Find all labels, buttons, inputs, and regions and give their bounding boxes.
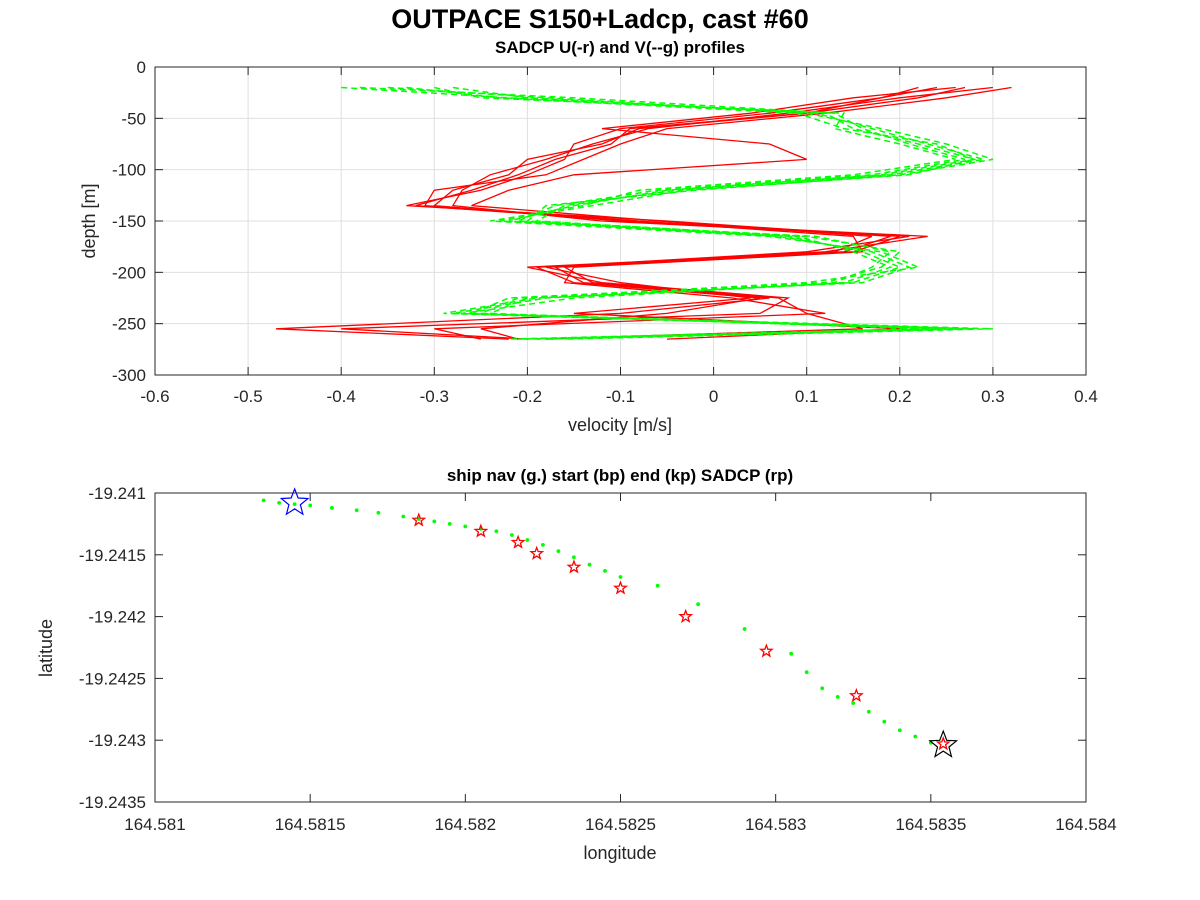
sadcp-point-star xyxy=(678,608,694,623)
profile-x-tick-label: 0 xyxy=(709,387,718,406)
nav-point xyxy=(432,519,437,524)
profile-x-tick-label: 0.3 xyxy=(981,387,1005,406)
v-velocity-profile-6 xyxy=(341,86,975,340)
sadcp-point-star xyxy=(411,512,427,527)
nav-point xyxy=(866,709,871,714)
u-velocity-profile-4 xyxy=(471,86,956,340)
profile-y-tick-label: 0 xyxy=(137,58,146,77)
nav-point xyxy=(882,719,887,724)
nav-x-tick-label: 164.5825 xyxy=(585,815,656,834)
profile-y-tick-label: -100 xyxy=(112,161,146,180)
nav-y-tick-label: -19.2425 xyxy=(79,669,146,688)
ship-nav-panel: ship nav (g.) start (bp) end (kp) SADCP … xyxy=(36,466,1117,863)
end-position-star xyxy=(928,729,959,758)
sadcp-point-star xyxy=(613,580,628,595)
nav-point xyxy=(851,701,856,705)
nav-point xyxy=(463,524,468,529)
profile-series-group xyxy=(275,86,1012,340)
u-velocity-profile-5 xyxy=(415,86,919,340)
nav-point xyxy=(913,734,918,739)
profile-x-tick-label: -0.1 xyxy=(606,387,635,406)
nav-plot-area xyxy=(155,493,1086,802)
nav-point xyxy=(277,501,281,505)
nav-point xyxy=(572,555,576,560)
nav-y-tick-label: -19.242 xyxy=(88,608,146,627)
nav-point xyxy=(603,569,607,573)
sadcp-point-star xyxy=(529,545,545,560)
profile-x-tick-label: 0.2 xyxy=(888,387,912,406)
profile-x-tick-label: -0.2 xyxy=(513,387,542,406)
nav-point xyxy=(354,508,359,513)
nav-series-group xyxy=(261,487,959,758)
nav-x-tick-label: 164.5815 xyxy=(275,815,346,834)
nav-y-tick-label: -19.2435 xyxy=(79,793,146,812)
start-position-star xyxy=(279,487,310,516)
sadcp-point-star xyxy=(510,534,526,549)
nav-y-tick-label: -19.2415 xyxy=(79,546,146,565)
nav-point xyxy=(330,505,334,510)
nav-y-axis-label: latitude xyxy=(36,619,56,677)
nav-point xyxy=(376,510,381,515)
profile-x-tick-label: -0.3 xyxy=(420,387,449,406)
nav-point xyxy=(789,651,794,656)
profile-y-tick-label: -250 xyxy=(112,315,146,334)
nav-ticks: 164.581 164.5815 164.582 164.5825 164.583 164… xyxy=(79,484,1117,834)
sadcp-point-star xyxy=(758,643,774,658)
velocity-profile-panel: SADCP U(-r) and V(--g) profiles -0.6 -0.5… xyxy=(79,38,1098,435)
nav-point xyxy=(820,686,825,691)
profile-y-tick-label: -50 xyxy=(121,109,146,128)
profile-y-axis-label: depth [m] xyxy=(79,183,99,258)
profile-x-tick-label: 0.4 xyxy=(1074,387,1098,406)
profile-y-tick-label: -300 xyxy=(112,366,146,385)
nav-x-tick-label: 164.5835 xyxy=(895,815,966,834)
nav-y-tick-label: -19.243 xyxy=(88,731,146,750)
nav-point xyxy=(525,538,530,542)
profile-x-tick-label: 0.1 xyxy=(795,387,819,406)
nav-point xyxy=(556,549,561,553)
sadcp-point-star xyxy=(566,559,582,574)
nav-point xyxy=(401,514,406,519)
nav-point xyxy=(696,602,700,607)
profile-y-tick-label: -200 xyxy=(112,263,146,282)
sadcp-point-star xyxy=(935,736,951,751)
profile-x-tick-label: -0.6 xyxy=(140,387,169,406)
nav-point xyxy=(587,562,592,567)
nav-point xyxy=(804,670,809,675)
sadcp-point-star xyxy=(848,687,864,703)
figure-title: OUTPACE S150+Ladcp, cast #60 xyxy=(391,4,808,34)
nav-point xyxy=(510,533,514,537)
nav-point xyxy=(308,503,313,508)
sadcp-point-star xyxy=(473,523,489,538)
profile-x-axis-label: velocity [m/s] xyxy=(568,415,672,435)
v-velocity-profile-11 xyxy=(406,86,977,340)
nav-point xyxy=(742,627,747,631)
nav-x-axis-label: longitude xyxy=(583,843,656,863)
nav-point xyxy=(618,575,623,579)
nav-x-tick-label: 164.583 xyxy=(745,815,806,834)
nav-point xyxy=(897,728,902,733)
v-velocity-profile-7 xyxy=(387,86,994,340)
nav-point xyxy=(292,502,297,506)
profile-x-tick-label: -0.4 xyxy=(327,387,356,406)
profile-ticks: -0.6 -0.5 -0.4 -0.3 -0.2 -0.1 0 0.1 0.2 0.3 0.4 0 -5… xyxy=(112,58,1098,406)
nav-x-tick-label: 164.581 xyxy=(124,815,185,834)
nav-x-tick-label: 164.584 xyxy=(1055,815,1116,834)
profile-panel-title: SADCP U(-r) and V(--g) profiles xyxy=(495,38,745,57)
nav-point xyxy=(447,522,452,526)
nav-y-tick-label: -19.241 xyxy=(88,484,146,503)
nav-panel-title: ship nav (g.) start (bp) end (kp) SADCP … xyxy=(447,466,793,485)
nav-point xyxy=(655,583,660,588)
nav-point xyxy=(494,529,499,534)
v-velocity-profile-9 xyxy=(452,86,984,340)
nav-point xyxy=(835,695,840,699)
nav-point xyxy=(261,498,266,503)
profile-y-tick-label: -150 xyxy=(112,212,146,231)
profile-x-tick-label: -0.5 xyxy=(233,387,262,406)
v-velocity-profile-10 xyxy=(359,86,966,340)
nav-point xyxy=(541,543,545,547)
nav-x-tick-label: 164.582 xyxy=(435,815,496,834)
